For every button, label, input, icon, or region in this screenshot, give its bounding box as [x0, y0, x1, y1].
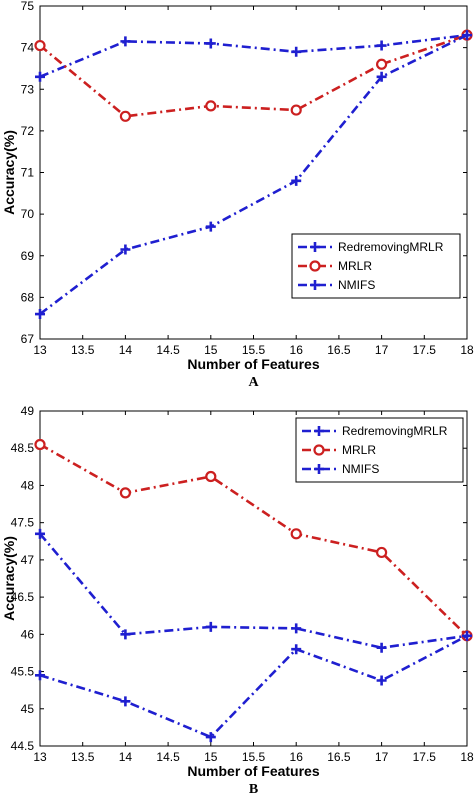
x-tick-label: 16: [290, 750, 304, 764]
y-tick-label: 67: [21, 332, 35, 346]
x-tick-label: 14: [119, 750, 133, 764]
series-mrlr-point: [290, 104, 302, 116]
series-nmifs-point: [376, 71, 387, 82]
y-tick-label: 48: [21, 478, 35, 492]
y-tick-label: 69: [21, 249, 35, 263]
series-nmifs-point: [120, 696, 131, 707]
panel-label: B: [249, 782, 258, 797]
series-line-nmifs: [39, 33, 468, 316]
legend-label-mrlr: MRLR: [338, 259, 372, 273]
y-tick-label: 47.5: [11, 516, 35, 530]
y-tick-label: 74: [21, 41, 35, 55]
x-tick-label: 17.5: [413, 750, 437, 764]
y-tick-label: 72: [21, 124, 35, 138]
legend-redremovingmrlr-point: [314, 426, 324, 436]
x-tick-label: 16.5: [327, 750, 351, 764]
x-axis-label: Number of Features: [187, 356, 319, 372]
series-nmifs-point: [376, 675, 387, 686]
x-tick-label: 15.5: [242, 343, 266, 357]
x-tick-label: 14.5: [156, 750, 180, 764]
series-nmifs-point: [35, 670, 45, 681]
legend-label-redremovingmrlr: RedremovingMRLR: [342, 424, 448, 438]
legend-nmifs-point: [310, 280, 320, 290]
series-redremovingmrlr-point: [291, 623, 302, 634]
series-mrlr-point: [205, 100, 217, 112]
x-tick-label: 14.5: [156, 343, 180, 357]
y-axis-label: Accuracy(%): [1, 536, 17, 621]
legend-label-redremovingmrlr: RedremovingMRLR: [338, 240, 444, 254]
legend-label-mrlr: MRLR: [342, 443, 376, 457]
x-tick-label: 13.5: [71, 750, 95, 764]
y-tick-label: 71: [21, 166, 35, 180]
x-tick-label: 15: [204, 343, 218, 357]
series-redremovingmrlr-point: [120, 629, 131, 640]
x-tick-label: 13.5: [71, 343, 95, 357]
panel-label: A: [248, 375, 259, 390]
series-line-mrlr: [39, 443, 468, 637]
series-redremovingmrlr-point: [205, 38, 216, 49]
y-tick-label: 68: [21, 290, 35, 304]
series-line-mrlr: [39, 33, 468, 118]
y-tick-label: 46.5: [11, 590, 35, 604]
legend-mrlr-point: [309, 260, 321, 272]
series-mrlr-point: [376, 546, 388, 559]
x-tick-label: 16: [290, 343, 304, 357]
x-tick-label: 18: [460, 750, 474, 764]
y-tick-label: 73: [21, 82, 35, 96]
series-mrlr-point: [119, 110, 132, 122]
legend-mrlr-point: [313, 444, 325, 456]
y-tick-label: 75: [21, 0, 35, 13]
series-nmifs-point: [35, 309, 45, 320]
series-nmifs-point: [205, 732, 216, 743]
legend-label-nmifs: NMIFS: [342, 462, 379, 476]
y-tick-label: 48.5: [11, 441, 35, 455]
series-redremovingmrlr-point: [291, 46, 302, 57]
y-tick-label: 70: [21, 207, 35, 221]
series-line-redremovingmrlr: [39, 532, 468, 650]
series-nmifs-point: [291, 644, 302, 655]
x-tick-label: 16.5: [327, 343, 351, 357]
y-tick-label: 49: [21, 404, 35, 418]
x-tick-label: 17: [375, 343, 389, 357]
series-redremovingmrlr-point: [35, 71, 45, 82]
x-tick-label: 13: [33, 750, 47, 764]
x-tick-label: 15: [204, 750, 218, 764]
x-tick-label: 13: [33, 343, 47, 357]
series-nmifs-point: [462, 30, 472, 41]
series-nmifs-point: [205, 221, 216, 232]
x-tick-label: 18: [460, 343, 474, 357]
y-tick-label: 45.5: [11, 665, 35, 679]
y-tick-label: 44.5: [11, 739, 35, 753]
chart-panel-a: 13 13.5 14 14.5 15 15.5 16 16.5 17 17.5 18 67 68 69 70…: [1, 0, 474, 390]
series-line-redremovingmrlr: [39, 33, 468, 78]
series-mrlr-point: [290, 528, 302, 540]
legend-label-nmifs: NMIFS: [338, 278, 375, 292]
x-axis-label: Number of Features: [187, 763, 319, 779]
x-tick-label: 17: [375, 750, 389, 764]
y-tick-label: 45: [21, 702, 35, 716]
x-tick-label: 14: [119, 343, 133, 357]
legend-nmifs-point: [314, 464, 324, 474]
series-mrlr-point: [119, 487, 132, 499]
series-redremovingmrlr-point: [205, 621, 216, 632]
x-tick-label: 17.5: [413, 343, 437, 357]
y-axis-label: Accuracy(%): [1, 130, 17, 215]
series-nmifs-point: [291, 175, 302, 186]
series-mrlr-point: [205, 470, 217, 483]
series-redremovingmrlr-point: [35, 528, 45, 539]
series-nmifs-point: [120, 244, 131, 255]
chart-panel-b: 13 13.5 14 14.5 15 15.5 16 16.5 17 17.5 18 44.5 45 45…: [1, 404, 474, 797]
x-tick-label: 15.5: [242, 750, 266, 764]
series-mrlr-point: [34, 438, 46, 451]
series-mrlr-point: [376, 58, 388, 70]
series-redremovingmrlr-point: [376, 642, 387, 653]
series-nmifs-point: [462, 630, 472, 641]
legend-redremovingmrlr-point: [310, 242, 320, 252]
y-tick-label: 47: [21, 553, 35, 567]
y-tick-label: 46: [21, 627, 35, 641]
series-redremovingmrlr-point: [120, 36, 131, 47]
series-redremovingmrlr-point: [376, 40, 387, 51]
series-mrlr-point: [34, 39, 46, 52]
